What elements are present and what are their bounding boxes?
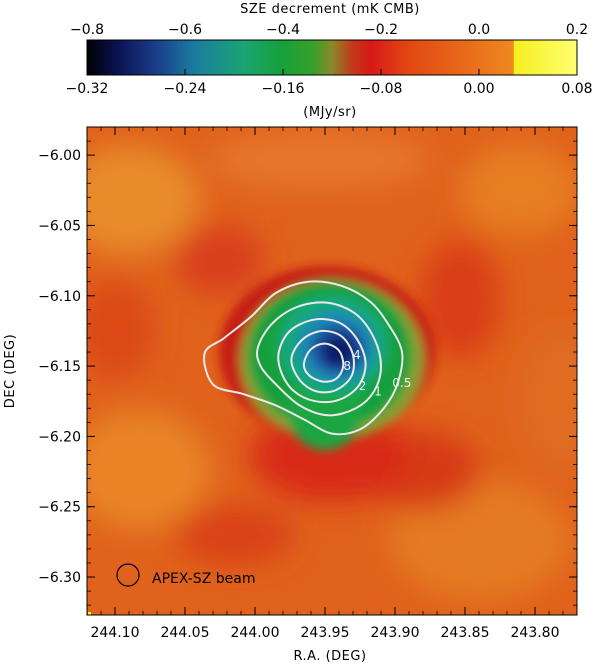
contour-8 — [302, 342, 345, 383]
contour-2 — [277, 318, 367, 404]
colorbar-top-tick-label: −0.2 — [364, 22, 398, 38]
colorbar-top-tick-label: 0.2 — [566, 22, 588, 38]
x-tick-labels: 244.10 244.05 244.00 243.95 243.90 243.85 243.… — [91, 625, 560, 641]
y-tick-label: −6.20 — [38, 429, 81, 445]
x-tick-label: 244.00 — [231, 625, 280, 641]
x-tick-label: 243.95 — [301, 625, 350, 641]
contour-label: 2 — [359, 379, 367, 393]
colorbar-top-tick-label: −0.8 — [70, 22, 104, 38]
colorbar-bottom-tick-label: −0.08 — [360, 81, 403, 97]
colorbar-top-tick-label: 0.0 — [468, 22, 490, 38]
contour-label: 8 — [343, 359, 351, 373]
y-tick-label: −6.10 — [38, 289, 81, 305]
contour-label: 4 — [353, 348, 361, 362]
x-tick-label: 243.85 — [441, 625, 490, 641]
axis-ticks — [86, 126, 578, 615]
y-tick-label: −6.00 — [38, 148, 81, 164]
contour-1 — [256, 301, 383, 417]
colorbar-frame — [86, 39, 578, 76]
beam-label: APEX-SZ beam — [152, 571, 255, 587]
y-tick-labels: −6.00 −6.05 −6.10 −6.15 −6.20 −6.25 −6.30 — [38, 148, 81, 586]
colorbar-top-label: SZE decrement (mK CMB) — [240, 2, 420, 17]
contour-0.5 — [203, 280, 404, 436]
y-tick-label: −6.05 — [38, 218, 81, 234]
colorbar-bottom-tick-label: −0.24 — [164, 81, 207, 97]
colorbar-bottom-tick-label: −0.16 — [262, 81, 305, 97]
colorbar-bottom-tick-label: 0.08 — [561, 81, 592, 97]
x-axis-label: R.A. (DEG) — [293, 649, 366, 664]
colorbar-gradient — [87, 40, 577, 75]
beam-circle — [116, 563, 140, 587]
colorbar-bottom-label: (MJy/sr) — [303, 105, 356, 120]
contour-label: 0.5 — [392, 376, 411, 390]
noise-pixel — [88, 612, 91, 615]
x-tick-label: 244.10 — [91, 625, 140, 641]
colorbar-bottom-tick-label: 0.00 — [463, 81, 494, 97]
x-tick-label: 243.80 — [511, 625, 560, 641]
colorbar-bottom-ticks: −0.32 −0.24 −0.16 −0.08 0.00 0.08 — [66, 69, 593, 97]
contours — [203, 280, 404, 436]
x-tick-label: 243.90 — [371, 625, 420, 641]
plot-frame — [86, 126, 578, 616]
y-tick-label: −6.15 — [38, 359, 81, 375]
contour-4 — [290, 329, 355, 394]
cluster-decrement — [219, 266, 435, 450]
sze-map: 0.5 12 48 — [87, 127, 577, 615]
colorbar-top-ticks: −0.8 −0.6 −0.4 −0.2 0.0 0.2 — [70, 22, 588, 46]
contour-labels: 0.5 12 48 — [343, 348, 411, 399]
colorbar-top-tick-label: −0.6 — [168, 22, 202, 38]
contour-label: 1 — [374, 384, 382, 398]
y-tick-label: −6.30 — [38, 570, 81, 586]
colorbar-bottom-tick-label: −0.32 — [66, 81, 109, 97]
x-tick-label: 244.05 — [161, 625, 210, 641]
colorbar-top-tick-label: −0.4 — [266, 22, 300, 38]
y-axis-label: DEC (DEG) — [3, 334, 18, 408]
y-tick-label: −6.25 — [38, 500, 81, 516]
colorbar-fill — [87, 40, 577, 75]
